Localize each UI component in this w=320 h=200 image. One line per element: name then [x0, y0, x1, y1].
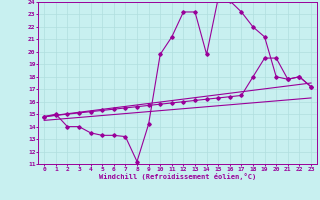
X-axis label: Windchill (Refroidissement éolien,°C): Windchill (Refroidissement éolien,°C) [99, 173, 256, 180]
